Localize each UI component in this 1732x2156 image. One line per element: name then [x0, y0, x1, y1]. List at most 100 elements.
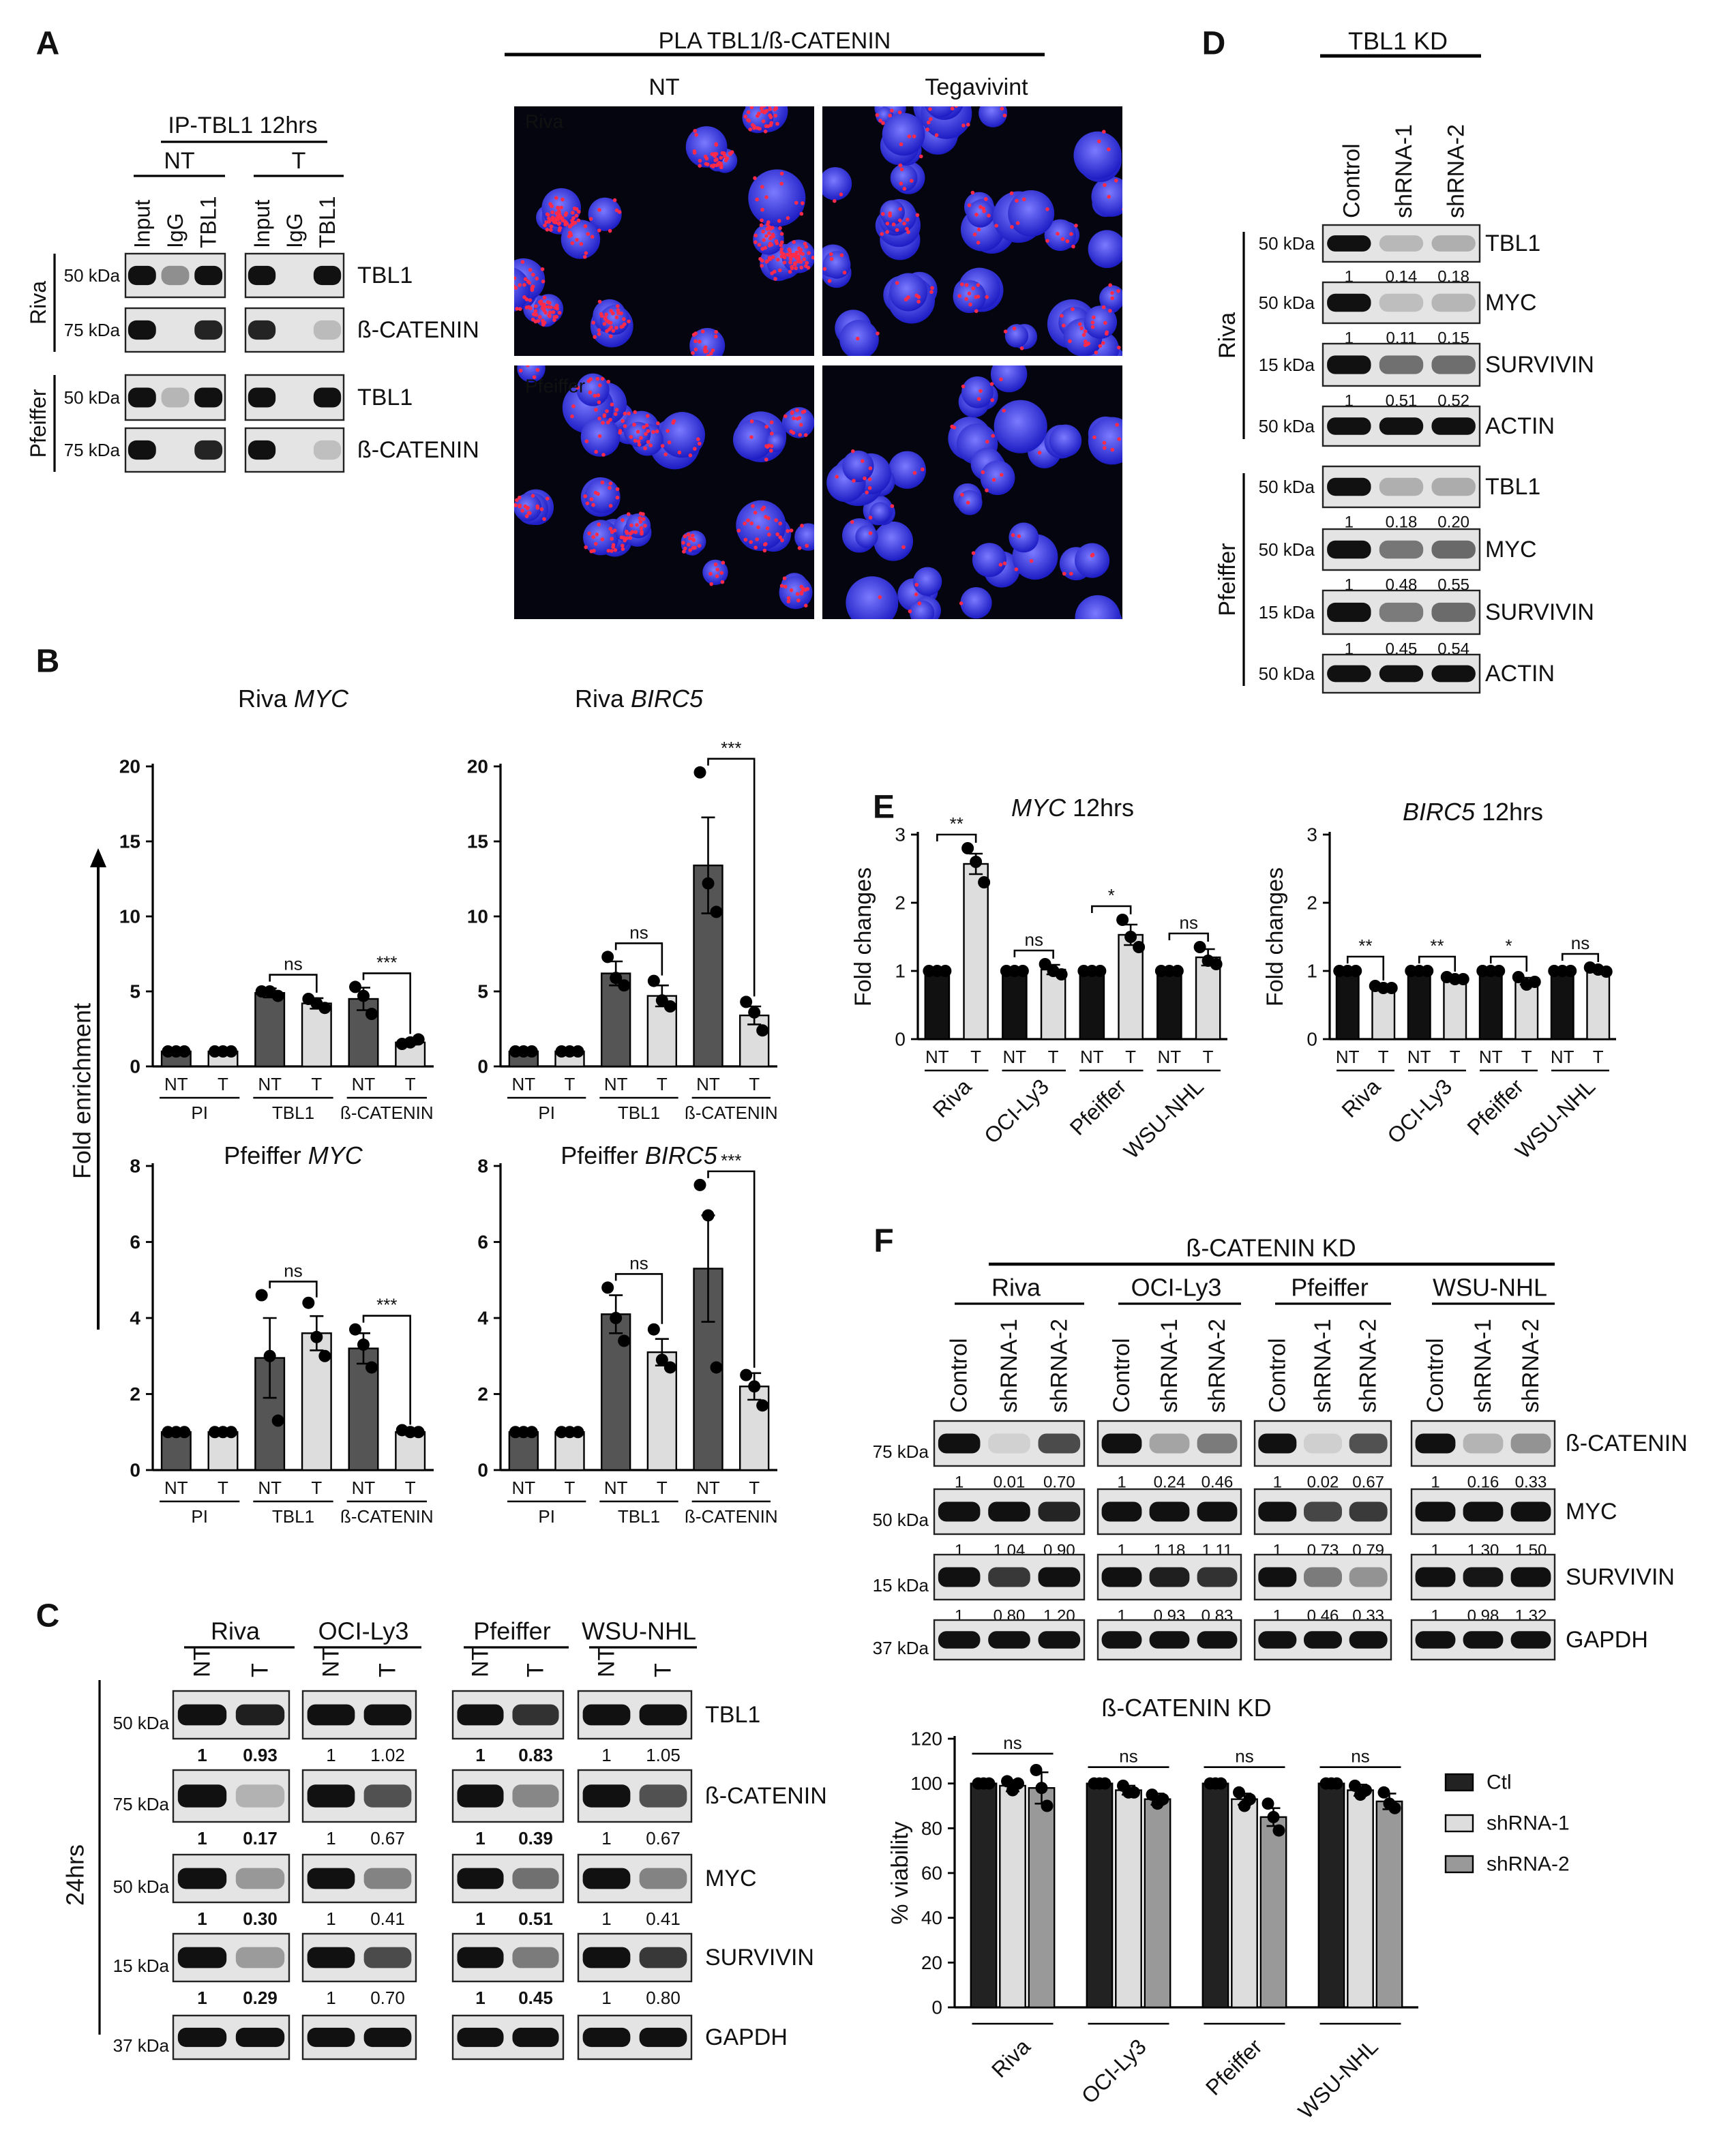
label: ACTIN: [1485, 661, 1555, 687]
band: [1197, 1631, 1238, 1649]
data-point: [310, 1330, 323, 1343]
bar: [554, 1431, 585, 1471]
x-tick-label: T: [218, 1478, 228, 1498]
x-tick-label: T: [970, 1047, 981, 1067]
band: [1510, 1567, 1551, 1587]
label: Pfeiffer: [473, 1617, 550, 1645]
label: SURVIVIN: [1485, 352, 1594, 378]
data-point: [271, 989, 284, 1002]
band: [1304, 1433, 1342, 1454]
image-label: Riva: [525, 111, 563, 132]
band: [1510, 1433, 1551, 1454]
data-point: [178, 1045, 191, 1058]
nucleus: [1049, 424, 1082, 458]
label: NT: [190, 1647, 215, 1677]
quant-label: 0.39: [518, 1828, 553, 1848]
band: [1304, 1631, 1342, 1649]
significance-label: ns: [1571, 933, 1589, 953]
label: Input: [250, 200, 274, 248]
data-point: [525, 1426, 538, 1439]
band: [177, 2027, 227, 2048]
bar: [1407, 970, 1431, 1040]
panel-label: B: [36, 644, 60, 680]
label: PLA TBL1/ß-CATENIN: [659, 28, 891, 54]
label: 50 kDa: [1259, 477, 1315, 497]
label: WSU-NHL: [1433, 1274, 1547, 1302]
label: 75 kDa: [113, 1794, 170, 1814]
nucleus: [890, 164, 918, 192]
data-point: [1349, 965, 1362, 977]
bar: [1115, 1789, 1142, 2009]
bar: [1347, 1789, 1374, 2009]
significance-bracket: [707, 758, 756, 997]
bar: [1002, 970, 1028, 1040]
nucleus: [561, 220, 601, 259]
band: [639, 1784, 687, 1808]
data-point: [756, 1024, 769, 1037]
x-tick-label: T: [1521, 1047, 1532, 1067]
y-tick-label: 3: [1307, 824, 1317, 845]
data-point: [571, 1045, 584, 1058]
legend-label: Ctl: [1487, 1771, 1512, 1794]
significance-label: ***: [721, 1150, 741, 1171]
band: [1327, 540, 1371, 559]
label: shRNA-1: [1310, 1319, 1336, 1413]
quant-label: 1: [475, 1908, 485, 1929]
quant-label: 1: [601, 1988, 611, 2008]
label: Riva: [26, 281, 50, 325]
data-point: [1600, 965, 1613, 978]
data-point: [601, 950, 614, 963]
label: TBL1: [315, 196, 340, 248]
label: 15 kDa: [113, 1956, 170, 1976]
nucleus: [889, 273, 928, 312]
quant-label: 0.17: [243, 1828, 278, 1848]
band: [177, 1868, 227, 1889]
x-tick-label: T: [749, 1074, 760, 1094]
label: Riva: [1214, 312, 1240, 359]
significance-bracket: [269, 1281, 318, 1298]
bar: [1086, 1782, 1114, 2009]
data-point: [365, 1361, 378, 1374]
x-tick-label: T: [405, 1074, 416, 1094]
nucleus: [966, 200, 994, 228]
band: [1379, 540, 1424, 559]
significance-label: *: [1505, 935, 1512, 956]
quant-label: 1: [1117, 1473, 1126, 1492]
bar: [254, 991, 286, 1068]
band: [248, 265, 276, 286]
group-label: TBL1: [618, 1103, 660, 1123]
x-tick-label: T: [565, 1478, 576, 1498]
band: [313, 387, 342, 408]
band: [988, 1501, 1030, 1522]
band: [1101, 1501, 1142, 1522]
label: shRNA-1: [1156, 1319, 1182, 1413]
band: [1149, 1501, 1190, 1522]
bar: [1028, 1787, 1056, 2009]
data-point: [1001, 1775, 1013, 1788]
legend-swatch: [1444, 1855, 1474, 1874]
significance-bracket: [362, 1315, 411, 1425]
panel-label: A: [36, 26, 60, 62]
x-tick-label: T: [1125, 1047, 1136, 1067]
nucleus: [1075, 543, 1110, 578]
label: shRNA-1: [996, 1319, 1022, 1413]
x-tick-label: NT: [1158, 1047, 1182, 1067]
band: [194, 265, 223, 286]
label: Control: [1422, 1338, 1448, 1413]
label: T: [248, 1663, 273, 1677]
band: [1379, 355, 1424, 374]
label: MYC: [1485, 537, 1537, 563]
band: [512, 1868, 559, 1889]
data-point: [1244, 1793, 1256, 1806]
significance-bracket: [614, 942, 663, 976]
nucleus: [913, 567, 942, 596]
label: Riva: [211, 1617, 260, 1645]
band: [1415, 1433, 1456, 1454]
band: [313, 265, 342, 286]
data-point: [178, 1426, 191, 1439]
legend-swatch: [1444, 1814, 1474, 1833]
quant-label: 1: [475, 1745, 485, 1765]
data-point: [748, 1006, 761, 1019]
data-point: [1012, 1777, 1024, 1790]
y-tick-label: 20: [467, 756, 488, 777]
